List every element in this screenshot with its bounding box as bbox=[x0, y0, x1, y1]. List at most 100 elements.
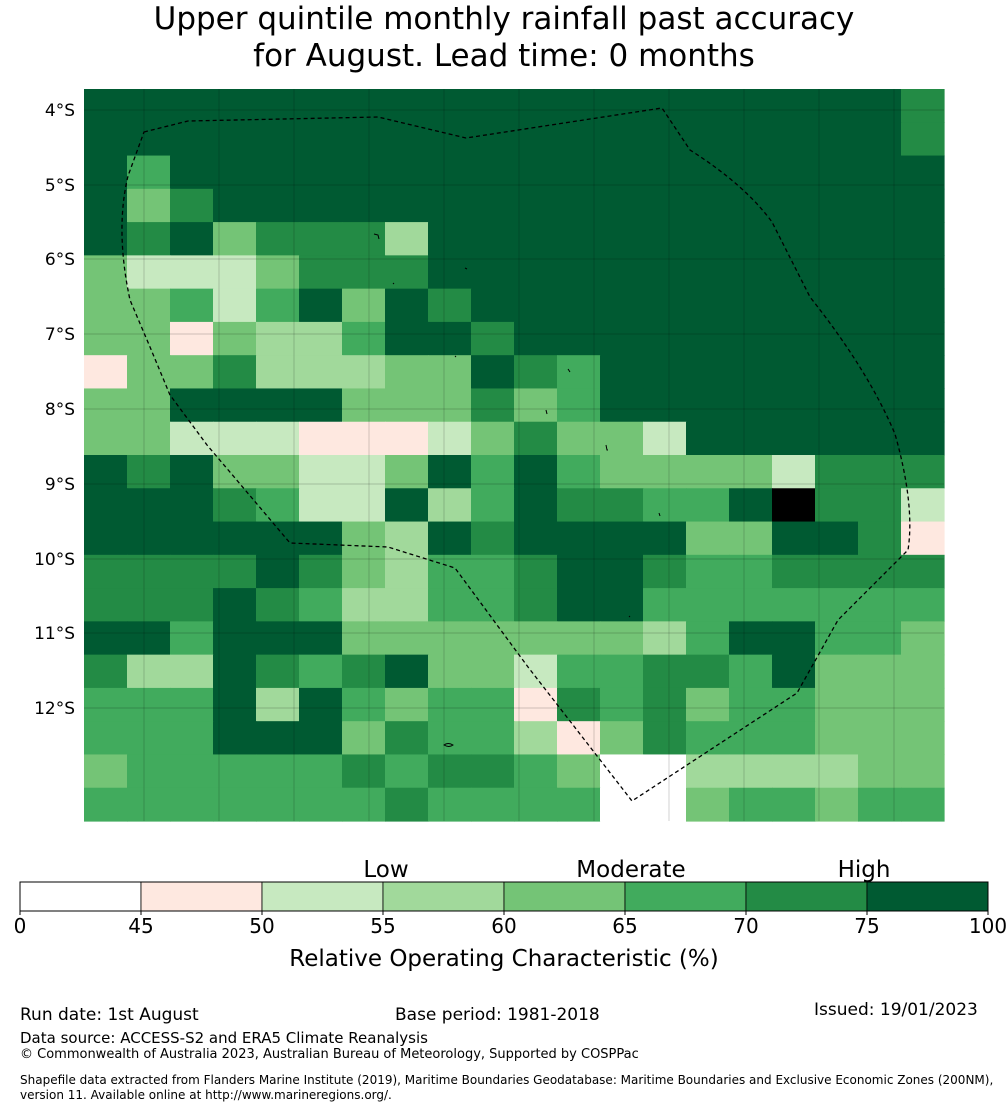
map-cell bbox=[772, 188, 816, 223]
map-cell bbox=[342, 355, 386, 390]
map-cell bbox=[772, 554, 816, 589]
map-cell bbox=[127, 222, 171, 256]
map-cell bbox=[729, 654, 773, 689]
map-cell bbox=[170, 321, 214, 356]
map-cell bbox=[385, 355, 429, 390]
map-cell bbox=[256, 621, 300, 656]
map-cell bbox=[643, 222, 687, 256]
map-cell bbox=[127, 388, 171, 423]
map-cell bbox=[815, 89, 859, 123]
map-cell bbox=[600, 687, 644, 722]
map-cell bbox=[729, 455, 773, 489]
map-cell bbox=[858, 721, 902, 756]
colorbar-label: Relative Operating Characteristic (%) bbox=[289, 946, 718, 972]
map-cell bbox=[170, 122, 214, 157]
map-cell bbox=[858, 621, 902, 656]
map-cell bbox=[858, 554, 902, 589]
map-cell bbox=[428, 321, 472, 356]
map-cell bbox=[643, 188, 687, 223]
map-cell bbox=[127, 288, 171, 323]
map-cell bbox=[428, 787, 472, 822]
map-cell bbox=[170, 621, 214, 656]
map-cell bbox=[815, 188, 859, 223]
map-cell bbox=[901, 455, 945, 489]
map-cell bbox=[342, 155, 386, 190]
map-cell bbox=[342, 288, 386, 323]
map-cell bbox=[858, 255, 902, 290]
map-cell bbox=[643, 122, 687, 157]
map-cell bbox=[84, 654, 128, 689]
map-cell bbox=[299, 89, 343, 123]
map-cell bbox=[213, 721, 257, 756]
map-cell bbox=[901, 754, 945, 789]
map-cell bbox=[772, 721, 816, 756]
map-cell bbox=[342, 222, 386, 256]
map-cell bbox=[600, 188, 644, 223]
map-cell bbox=[686, 421, 730, 456]
map-cell bbox=[815, 122, 859, 157]
map-cell bbox=[127, 521, 171, 556]
map-cell bbox=[815, 754, 859, 789]
map-cell bbox=[213, 388, 257, 423]
map-cell bbox=[772, 754, 816, 789]
map-cell bbox=[858, 787, 902, 822]
map-cell bbox=[557, 721, 601, 756]
map-cell bbox=[514, 787, 558, 822]
map-cell bbox=[686, 787, 730, 822]
colorbar-swatch bbox=[261, 881, 384, 912]
map-cell bbox=[815, 721, 859, 756]
island-outline bbox=[454, 355, 457, 358]
map-cell bbox=[84, 721, 128, 756]
map-cell bbox=[170, 288, 214, 323]
chart-title-line-2: for August. Lead time: 0 months bbox=[253, 38, 755, 74]
shapefile-credit-line-2: version 11. Available online at http://w… bbox=[20, 1088, 392, 1102]
map-cell bbox=[514, 388, 558, 423]
map-cell bbox=[772, 621, 816, 656]
map-cell bbox=[858, 588, 902, 622]
map-cell bbox=[170, 521, 214, 556]
map-cell bbox=[127, 754, 171, 789]
map-cell bbox=[428, 188, 472, 223]
map-cell bbox=[84, 488, 128, 523]
colorbar-category-labels: Low Moderate High bbox=[363, 857, 890, 883]
map-cell bbox=[901, 321, 945, 356]
map-cell bbox=[385, 288, 429, 323]
map-cell bbox=[342, 255, 386, 290]
latitude-label: 12°S bbox=[34, 699, 75, 719]
map-cell bbox=[686, 455, 730, 489]
map-cell bbox=[299, 554, 343, 589]
map-cell bbox=[557, 421, 601, 456]
latitude-label: 10°S bbox=[34, 550, 75, 570]
map-cell bbox=[385, 554, 429, 589]
map-grid-cells bbox=[84, 89, 945, 822]
map-cell bbox=[729, 588, 773, 622]
map-cell bbox=[514, 687, 558, 722]
map-cell bbox=[686, 488, 730, 523]
map-cell bbox=[471, 188, 515, 223]
colorbar-swatch bbox=[745, 881, 868, 912]
map-cell bbox=[686, 222, 730, 256]
map-cell bbox=[772, 321, 816, 356]
map-cell bbox=[858, 89, 902, 123]
map-cell bbox=[84, 687, 128, 722]
longitude-label: 179°W bbox=[715, 829, 773, 830]
map-cell bbox=[299, 488, 343, 523]
map-cell bbox=[127, 721, 171, 756]
map-cell bbox=[772, 255, 816, 290]
map-cell bbox=[686, 321, 730, 356]
map-cell bbox=[428, 455, 472, 489]
map-cell bbox=[858, 122, 902, 157]
map-cell bbox=[213, 421, 257, 456]
map-cell bbox=[557, 288, 601, 323]
map-cell bbox=[600, 122, 644, 157]
map-cell bbox=[858, 754, 902, 789]
map-cell bbox=[385, 455, 429, 489]
map-cell bbox=[643, 521, 687, 556]
map-cell bbox=[385, 787, 429, 822]
map-cell bbox=[84, 222, 128, 256]
map-cell bbox=[557, 621, 601, 656]
latitude-label: 6°S bbox=[45, 250, 75, 270]
island-outline bbox=[567, 368, 571, 373]
map-cell bbox=[600, 654, 644, 689]
map-cell bbox=[643, 421, 687, 456]
